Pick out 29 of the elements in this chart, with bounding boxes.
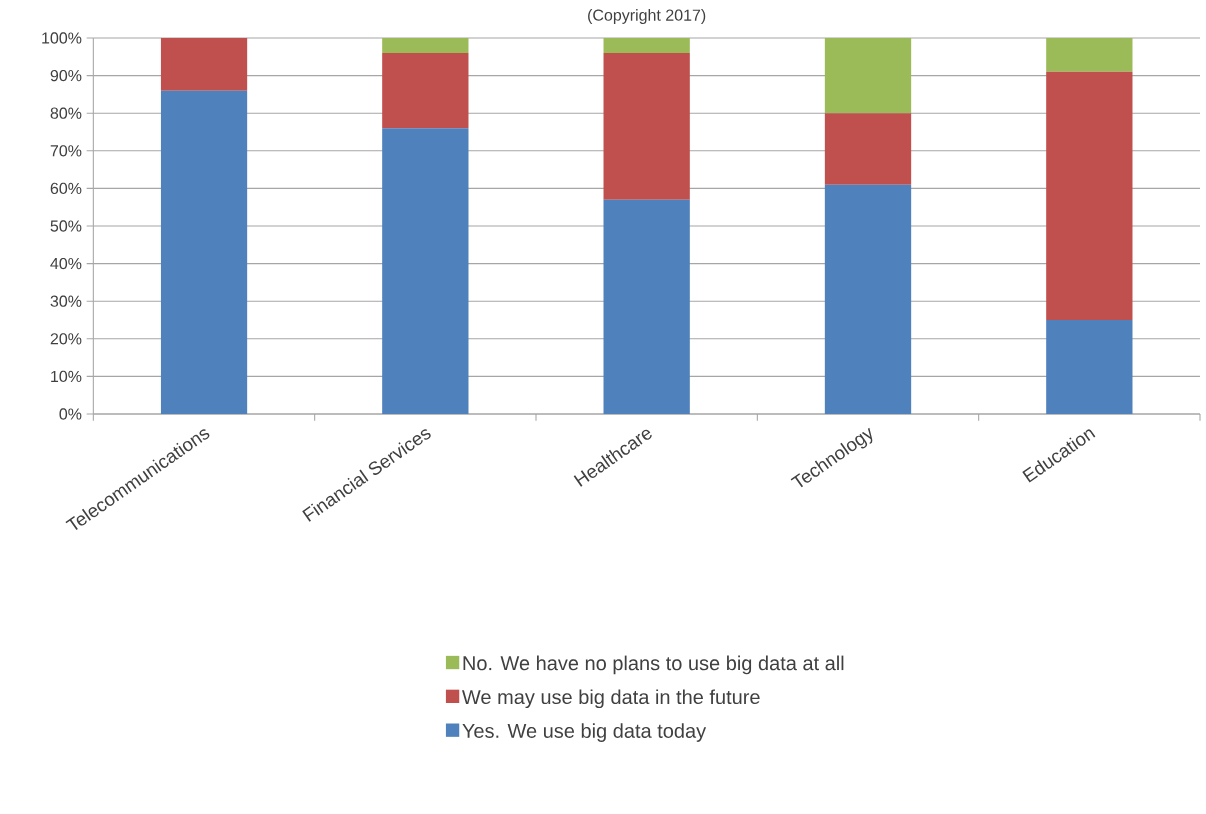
y-tick-label: 10%	[51, 370, 82, 383]
chart-subtitle: (Copyright 2017)	[588, 9, 706, 24]
y-tick-label: 60%	[50, 182, 82, 195]
bar	[603, 53, 690, 200]
legend-label: No. We have no plans to use big data at all	[463, 655, 844, 675]
bar	[603, 38, 690, 54]
y-tick-label: 30%	[50, 295, 82, 307]
bar	[1046, 38, 1133, 72]
legend-label: Yes. We use big data today	[462, 723, 707, 742]
y-tick-label: 40%	[50, 257, 82, 270]
legend-label: We may use big data in the future	[462, 689, 760, 709]
bar	[382, 128, 469, 414]
y-tick-label: 100%	[42, 32, 82, 44]
y-tick-label: 20%	[50, 333, 82, 345]
bar	[1046, 320, 1133, 414]
bar	[824, 113, 912, 185]
y-tick-label: 0%	[59, 408, 82, 420]
bar	[382, 53, 469, 129]
y-tick-label: 80%	[50, 107, 82, 119]
bar	[1046, 71, 1133, 320]
bar	[603, 199, 690, 414]
y-tick-label: 50%	[50, 220, 82, 232]
bar	[382, 38, 469, 54]
bar	[824, 38, 912, 114]
y-tick-label: 90%	[50, 69, 82, 82]
y-tick-label: 70%	[50, 145, 82, 157]
bar	[160, 38, 248, 91]
bar	[160, 90, 248, 414]
bar	[824, 184, 912, 414]
